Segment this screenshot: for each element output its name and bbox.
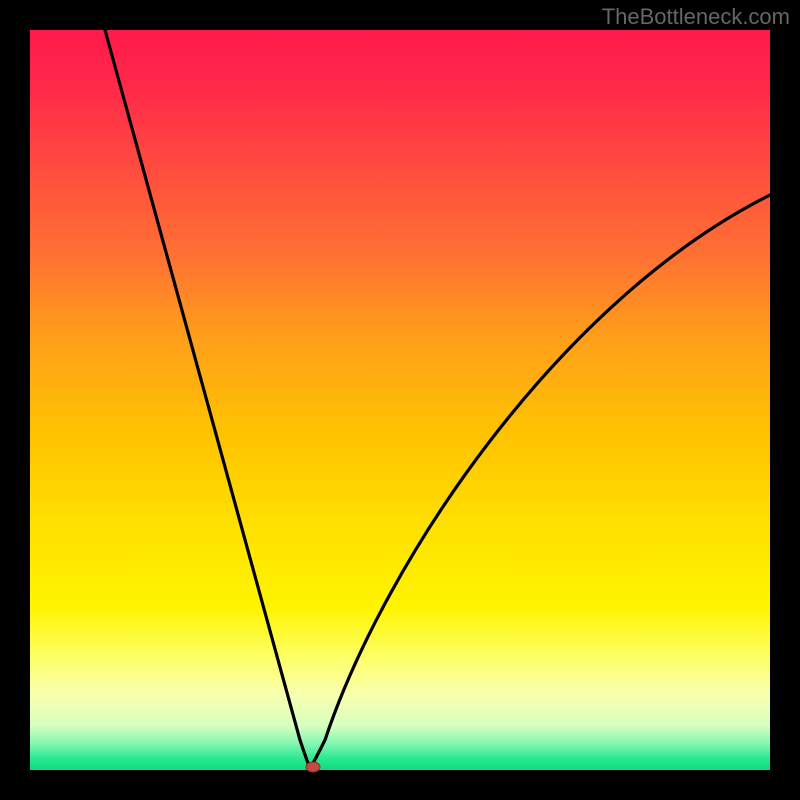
watermark-label: TheBottleneck.com: [602, 4, 790, 30]
optimal-point-marker: [306, 762, 320, 772]
bottleneck-chart-svg: [0, 0, 800, 800]
plot-area: [30, 30, 770, 770]
chart-frame: TheBottleneck.com: [0, 0, 800, 800]
